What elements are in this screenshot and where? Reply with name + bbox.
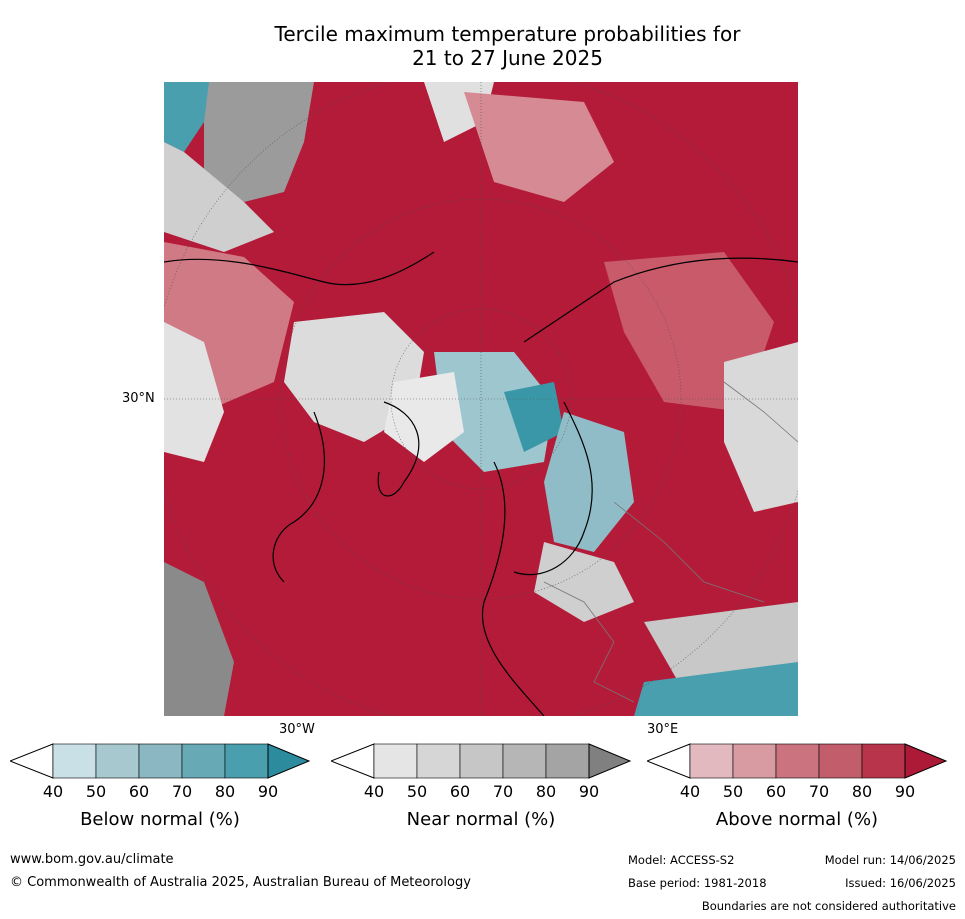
lon-label-30w: 30°W [279, 722, 315, 737]
below-swatch-high [267, 743, 311, 779]
above-swatch-70-80 [818, 743, 863, 779]
lon-label-30e: 30°E [647, 722, 679, 737]
above-swatch-low [645, 743, 691, 779]
below-tick: 60 [128, 782, 150, 801]
model-run-text: Model run: 14/06/2025 [824, 853, 956, 867]
model-text: Model: ACCESS-S2 [628, 853, 735, 867]
colorbar-below-normal: 40 50 60 70 80 90 Below normal (%) [8, 743, 311, 830]
below-swatch-40-50 [52, 743, 97, 779]
near-swatch-50-60 [416, 743, 461, 779]
region-near-pole [384, 372, 464, 462]
below-tick: 40 [42, 782, 64, 801]
map-canvas [164, 82, 798, 716]
graticule [164, 82, 798, 716]
above-swatch-80-90 [861, 743, 906, 779]
near-swatch-low [329, 743, 375, 779]
above-tick: 50 [722, 782, 744, 801]
near-tick: 60 [449, 782, 471, 801]
below-swatch-80-90 [224, 743, 269, 779]
probability-map [164, 82, 798, 716]
near-caption: Near normal (%) [406, 809, 556, 830]
title-line-2: 21 to 27 June 2025 [412, 46, 603, 70]
colorbar-below-swatches [8, 743, 311, 779]
region-near-dark-sw [164, 562, 234, 716]
near-tick: 70 [492, 782, 514, 801]
above-swatch-40-50 [689, 743, 734, 779]
near-swatch-60-70 [459, 743, 504, 779]
above-tick: 70 [808, 782, 830, 801]
lat-label-30n: 30°N [122, 391, 155, 406]
colorbar-above-normal: 40 50 60 70 80 90 Above normal (%) [645, 743, 948, 830]
region-below-europe [544, 412, 634, 552]
region-near-asia [724, 342, 798, 512]
region-below-nw [164, 82, 209, 152]
disclaimer-text: Boundaries are not considered authoritat… [701, 899, 956, 913]
above-swatch-high [904, 743, 948, 779]
colorbar-near-swatches [329, 743, 632, 779]
region-near-europe [534, 542, 634, 622]
above-tick: 90 [894, 782, 916, 801]
chart-title: Tercile maximum temperature probabilitie… [230, 22, 785, 70]
near-tick: 40 [363, 782, 385, 801]
below-swatch-60-70 [138, 743, 183, 779]
near-swatch-high [588, 743, 632, 779]
near-tick: 90 [578, 782, 600, 801]
above-swatch-50-60 [732, 743, 777, 779]
region-near-w [164, 322, 224, 462]
region-below-scandinavia [504, 382, 564, 452]
colorbar-near-normal: 40 50 60 70 80 90 Near normal (%) [329, 743, 632, 830]
below-swatch-low [8, 743, 54, 779]
base-period-text: Base period: 1981-2018 [628, 876, 767, 890]
near-swatch-70-80 [502, 743, 547, 779]
title-line-1: Tercile maximum temperature probabilitie… [274, 22, 741, 46]
below-tick: 70 [171, 782, 193, 801]
colorbar-above-swatches [645, 743, 948, 779]
copyright-text: © Commonwealth of Australia 2025, Austra… [10, 875, 471, 890]
region-near-nw [164, 142, 274, 252]
near-tick: 50 [406, 782, 428, 801]
near-swatch-40-50 [373, 743, 418, 779]
below-tick: 90 [257, 782, 279, 801]
above-swatch-60-70 [775, 743, 820, 779]
region-above-light-n [464, 92, 614, 202]
near-swatch-80-90 [545, 743, 590, 779]
borders [543, 381, 798, 703]
above-tick: 60 [765, 782, 787, 801]
below-tick: 80 [214, 782, 236, 801]
below-swatch-70-80 [181, 743, 226, 779]
issued-text: Issued: 16/06/2025 [845, 876, 956, 890]
website-link[interactable]: www.bom.gov.au/climate [10, 852, 174, 867]
coastlines [164, 251, 798, 716]
region-below-se [634, 662, 798, 716]
below-caption: Below normal (%) [80, 809, 240, 830]
near-tick: 80 [535, 782, 557, 801]
below-swatch-50-60 [95, 743, 140, 779]
above-caption: Above normal (%) [715, 809, 879, 830]
region-near-dark-nw [204, 82, 314, 202]
above-tick: 80 [851, 782, 873, 801]
below-tick: 50 [85, 782, 107, 801]
above-tick: 40 [679, 782, 701, 801]
